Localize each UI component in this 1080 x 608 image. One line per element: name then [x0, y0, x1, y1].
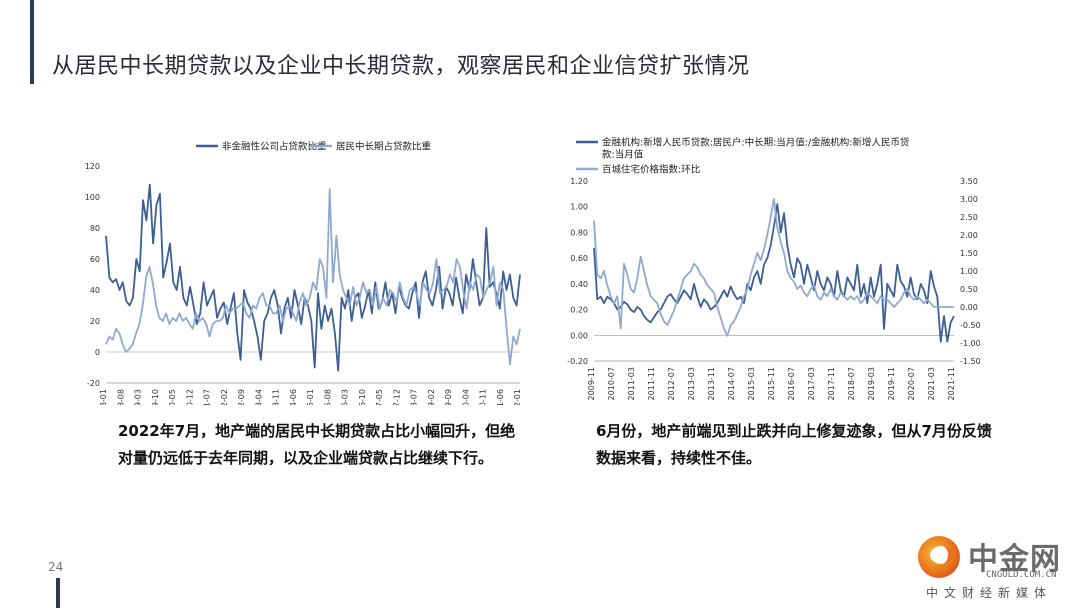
- x-tick-label: 2019-11: [887, 367, 896, 400]
- x-tick-label: 2009-03: [134, 389, 143, 405]
- y-tick-label: 60: [90, 255, 100, 264]
- x-tick-label: 2019-09: [444, 389, 453, 405]
- left-chart-svg: 120 100 80 60 40 20 0 -202008-01 2008-08 2009-03 2…: [85, 141, 522, 406]
- y2-tick-label: 0.00: [960, 303, 978, 312]
- x-tick-label: 2017-03: [807, 367, 816, 400]
- x-tick-label: 2019-02: [427, 389, 436, 405]
- series-line-2: [593, 198, 954, 337]
- x-tick-label: 2016-07: [787, 367, 796, 400]
- y-tick-label: 0.00: [570, 331, 588, 340]
- series-line-2: [105, 188, 521, 366]
- y-tick-label: 0.80: [570, 228, 588, 237]
- title-accent-bar: [30, 0, 34, 84]
- right-chart: 1.20 1.00 0.80 0.60 0.40 0.20 0.00 -0.20 3.50 3.0…: [560, 130, 980, 410]
- x-tick-label: 2020-11: [479, 389, 488, 405]
- x-tick-label: 2017-11: [827, 367, 836, 400]
- x-tick-label: 2009-10: [151, 389, 160, 405]
- x-tick-label: 2011-03: [627, 367, 636, 400]
- x-tick-label: 2018-07: [410, 389, 419, 405]
- x-tick-label: 2008-08: [116, 389, 125, 405]
- brand-logo: 中金网 CNGOLD.COM.CN 中文财经新媒体: [906, 532, 1076, 604]
- x-tick-label: 2014-07: [727, 367, 736, 400]
- right-chart-svg: 1.20 1.00 0.80 0.60 0.40 0.20 0.00 -0.20 3.50 3.0…: [567, 137, 980, 401]
- y-tick-label: 0.60: [570, 254, 588, 263]
- x-tick-label: 2020-07: [907, 367, 916, 400]
- y2-tick-label: -0.50: [960, 321, 980, 330]
- x-tick-label: 2021-11: [947, 367, 956, 400]
- x-tick-label: 2014-06: [289, 389, 298, 405]
- x-tick-label: 2017-12: [392, 389, 401, 405]
- x-tick-label: 2013-11: [272, 389, 281, 405]
- y2-tick-label: 3.50: [960, 177, 978, 186]
- x-tick-label: 2013-03: [687, 367, 696, 400]
- y2-tick-label: 1.50: [960, 249, 978, 258]
- x-tick-label: 2010-07: [607, 367, 616, 400]
- y2-tick-label: 1.00: [960, 267, 978, 276]
- y-tick-label: 80: [90, 224, 100, 233]
- y2-tick-label: -1.00: [960, 339, 980, 348]
- x-tick-label: 2012-07: [667, 367, 676, 400]
- x-tick-label: 2015-01: [306, 389, 315, 405]
- x-tick-label: 2013-11: [707, 367, 716, 400]
- logo-swirl-icon: [930, 546, 953, 564]
- y-tick-label: -20: [87, 379, 100, 388]
- y-tick-label: 0: [95, 348, 100, 357]
- x-tick-label: 2015-03: [747, 367, 756, 400]
- series-line-1: [593, 203, 955, 343]
- x-tick-label: 2020-04: [461, 389, 470, 405]
- y-tick-label: 1.20: [570, 177, 588, 186]
- y2-tick-label: 2.50: [960, 213, 978, 222]
- logo-tagline: 中文财经新媒体: [926, 586, 1053, 600]
- y-tick-label: 0.20: [570, 306, 588, 315]
- x-tick-label: 2017-05: [375, 389, 384, 405]
- y-tick-label: -0.20: [567, 357, 588, 366]
- left-caption: 2022年7月，地产端的居民中长期贷款占比小幅回升，但绝对量仍远低于去年同期，以…: [118, 422, 516, 467]
- x-tick-label: 2015-11: [767, 367, 776, 400]
- right-caption: 6月份，地产前端见到止跌并向上修复迹象，但从7月份反馈数据来看，持续性不佳。: [596, 422, 992, 467]
- x-tick-label: 2016-03: [341, 389, 350, 405]
- x-tick-label: 2012-09: [237, 389, 246, 405]
- left-chart: 120 100 80 60 40 20 0 -202008-01 2008-08 2009-03 2…: [78, 130, 528, 406]
- x-tick-label: 2016-10: [358, 389, 367, 405]
- x-tick-label: 2015-08: [323, 389, 332, 405]
- x-tick-label: 2012-02: [220, 389, 229, 405]
- y-tick-label: 120: [85, 162, 100, 171]
- x-tick-label: 2010-05: [168, 389, 177, 405]
- legend-label-1: 非金融性公司占贷款比重: [222, 141, 327, 153]
- legend-label-1: 金融机构:新增人民币贷款:居民户:中长期:当月值:/金融机构:新增人民币贷: [602, 137, 909, 149]
- y-tick-label: 40: [90, 286, 100, 295]
- logo-url: CNGOLD.COM.CN: [986, 570, 1057, 580]
- legend-label-2: 居民中长期占贷款比重: [336, 141, 432, 153]
- legend-label-1: 款:当月值: [602, 149, 644, 161]
- x-tick-label: 2022-01: [513, 389, 522, 405]
- y-tick-label: 20: [90, 317, 100, 326]
- y-tick-label: 100: [85, 193, 100, 202]
- legend-label-2: 百城住宅价格指数:环比: [602, 164, 700, 176]
- x-tick-label: 2009-11: [587, 367, 596, 400]
- y2-tick-label: 0.50: [960, 285, 978, 294]
- x-tick-label: 2008-01: [99, 389, 108, 405]
- y2-tick-label: -1.50: [960, 357, 980, 366]
- bottom-accent-bar: [56, 578, 60, 608]
- y2-tick-label: 3.00: [960, 195, 978, 204]
- y-tick-label: 0.40: [570, 280, 588, 289]
- page-title: 从居民中长期贷款以及企业中长期贷款，观察居民和企业信贷扩张情况: [52, 54, 750, 79]
- y-tick-label: 1.00: [570, 203, 588, 212]
- logo-name: 中金网: [968, 542, 1061, 577]
- x-tick-label: 2011-11: [647, 367, 656, 400]
- x-tick-label: 2013-04: [254, 389, 263, 405]
- series-line-1: [105, 183, 521, 372]
- x-tick-label: 2018-07: [847, 367, 856, 400]
- x-tick-label: 2021-06: [496, 389, 505, 405]
- x-tick-label: 2010-12: [185, 389, 194, 405]
- y2-tick-label: 2.00: [960, 231, 978, 240]
- x-tick-label: 2011-07: [203, 389, 212, 405]
- x-tick-label: 2019-03: [867, 367, 876, 400]
- x-tick-label: 2021-03: [927, 367, 936, 400]
- page-number: 24: [48, 560, 64, 574]
